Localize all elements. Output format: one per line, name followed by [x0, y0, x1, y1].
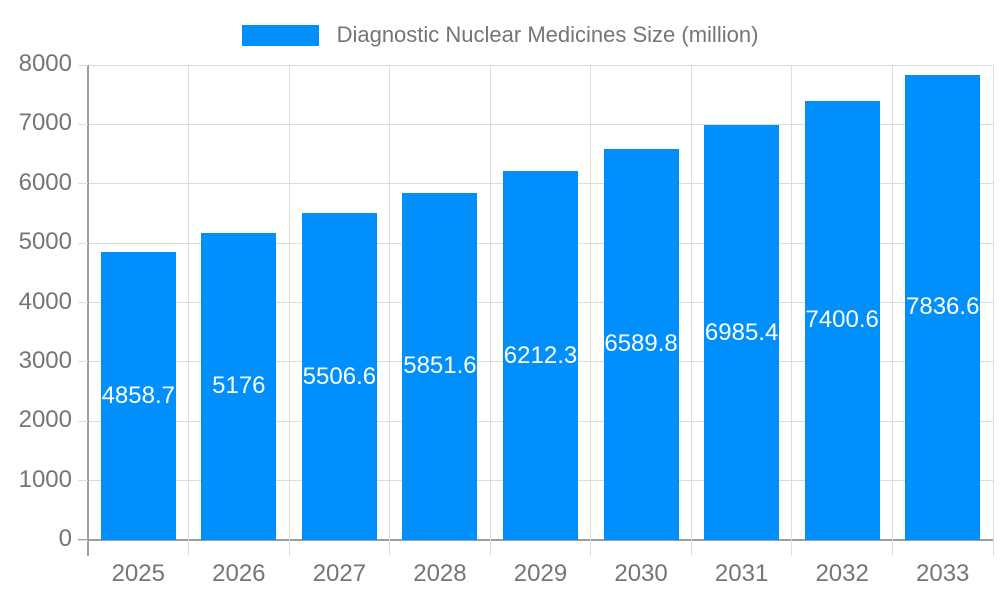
x-gridline	[690, 65, 692, 556]
x-axis-tick-label: 2031	[714, 560, 769, 587]
legend-item[interactable]: Diagnostic Nuclear Medicines Size (milli…	[241, 22, 759, 48]
bar-value-label: 4858.7	[101, 381, 175, 409]
y-axis-tick	[78, 242, 88, 244]
x-gridline	[188, 65, 190, 556]
y-axis-tick-label: 4000	[18, 287, 72, 315]
bar-value-label: 6985.4	[704, 318, 779, 346]
bar-2026[interactable]: 5176	[201, 232, 277, 540]
y-axis-tick-label: 7000	[18, 109, 72, 137]
y-axis-tick-label: 8000	[18, 50, 72, 77]
bar-2028[interactable]: 5851.6	[402, 192, 478, 540]
bar-2032[interactable]: 7400.6	[804, 100, 880, 540]
bar-value-label: 5506.6	[302, 362, 377, 390]
y-axis-tick-label: 1000	[18, 465, 72, 493]
x-axis-line	[78, 539, 993, 541]
x-axis-tick-label: 2033	[916, 560, 970, 587]
y-axis-tick-label: 3000	[18, 346, 72, 374]
bar-2025[interactable]: 4858.7	[100, 251, 176, 540]
y-axis-tick-label: 6000	[18, 168, 72, 196]
y-gridline	[78, 123, 993, 125]
x-axis-tick-label: 2027	[312, 560, 367, 587]
y-axis-tick	[78, 302, 88, 303]
y-axis-tick	[78, 123, 88, 125]
x-gridline	[489, 65, 491, 556]
y-axis-tick	[78, 361, 88, 363]
x-axis-tick-label: 2026	[212, 560, 266, 587]
x-axis-tick-label: 2028	[413, 560, 467, 587]
bar-value-label: 6212.3	[503, 341, 578, 369]
bar-2027[interactable]: 5506.6	[301, 213, 377, 540]
y-axis-tick-label: 2000	[18, 406, 72, 434]
bar-2033[interactable]: 7836.6	[905, 74, 981, 540]
x-axis-tick-label: 2030	[614, 560, 668, 587]
bar-value-label: 5851.6	[403, 352, 477, 380]
x-axis-tick-label: 2025	[111, 560, 165, 587]
x-axis-tick-label: 2032	[815, 560, 869, 587]
y-gridline	[78, 64, 993, 66]
bar-value-label: 6589.8	[604, 330, 678, 358]
x-gridline	[992, 65, 994, 556]
x-gridline	[590, 65, 592, 556]
legend: Diagnostic Nuclear Medicines Size (milli…	[0, 22, 1000, 48]
y-axis-tick	[78, 539, 88, 541]
bar-2031[interactable]: 6985.4	[704, 125, 780, 540]
y-axis-tick	[78, 420, 88, 422]
x-gridline	[288, 65, 290, 556]
legend-swatch-icon	[241, 24, 319, 46]
bar-2030[interactable]: 6589.8	[603, 148, 679, 540]
x-gridline	[891, 65, 893, 556]
bar-value-label: 7836.6	[906, 293, 980, 321]
bar-value-label: 5176	[212, 372, 266, 400]
y-axis-line	[87, 65, 89, 556]
y-axis-tick	[78, 183, 88, 185]
bar-value-label: 7400.6	[805, 306, 879, 334]
y-axis-tick-label: 0	[58, 525, 72, 552]
bar-2029[interactable]: 6212.3	[503, 171, 578, 540]
y-axis-tick	[78, 480, 88, 482]
x-gridline	[389, 65, 391, 556]
y-axis-tick	[78, 64, 88, 66]
x-gridline	[791, 65, 793, 556]
x-axis-tick-label: 2029	[513, 560, 568, 587]
legend-label: Diagnostic Nuclear Medicines Size (milli…	[336, 22, 759, 47]
plot-area: 4858.7 5176 5506.6 5851.6 6212.3 6589.8 6985.4…	[78, 64, 994, 556]
y-axis-tick-label: 5000	[18, 228, 72, 256]
